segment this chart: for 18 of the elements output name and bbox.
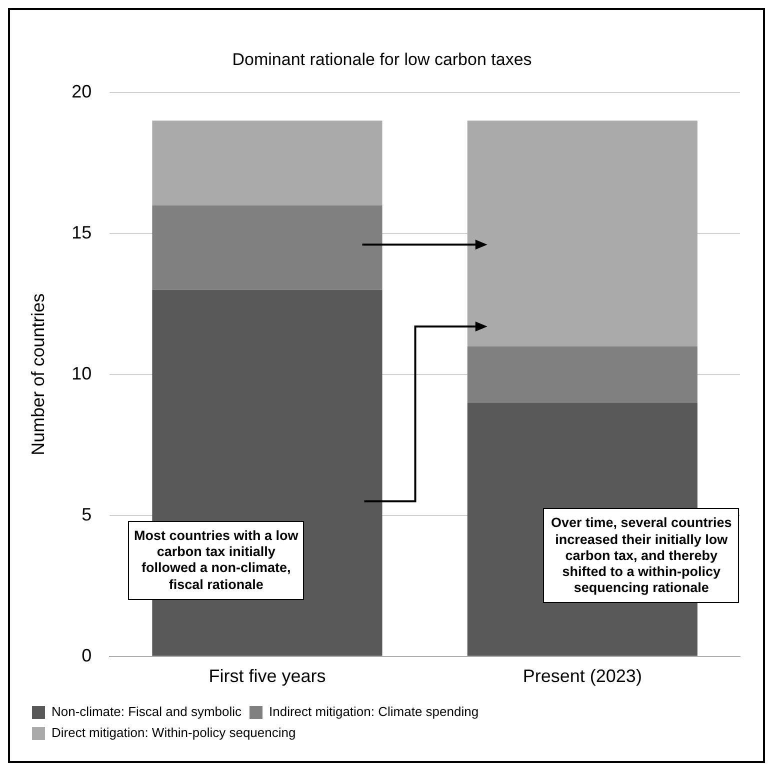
y-axis-title: Number of countries: [28, 293, 48, 456]
y-tick-label: 0: [82, 645, 92, 666]
bar: [467, 346, 698, 403]
bar: [152, 120, 382, 206]
annotation: Most countries with a low carbon tax initially followed a non-climate, fiscal rationale: [128, 521, 304, 600]
annotation: Over time, several countries increased their initially low carbon tax, and thereby shifted to a within-policy sequencing rationale: [543, 508, 740, 604]
bar: [152, 205, 382, 290]
bar: [467, 120, 698, 346]
legend-label: Non-climate: Fiscal and symbolic: [52, 704, 242, 720]
y-tick-label: 5: [82, 504, 92, 524]
x-tick-label: First five years: [208, 666, 326, 686]
y-tick-label: 15: [72, 222, 92, 242]
chart-title: Dominant rationale for low carbon taxes: [232, 50, 532, 69]
legend-label: Indirect mitigation: Climate spending: [269, 704, 479, 720]
legend-label: Direct mitigation: Within-policy sequencing: [52, 725, 296, 740]
x-tick-label: Present (2023): [522, 666, 642, 686]
y-tick-label: 20: [72, 81, 92, 102]
y-tick-label: 10: [72, 363, 92, 384]
